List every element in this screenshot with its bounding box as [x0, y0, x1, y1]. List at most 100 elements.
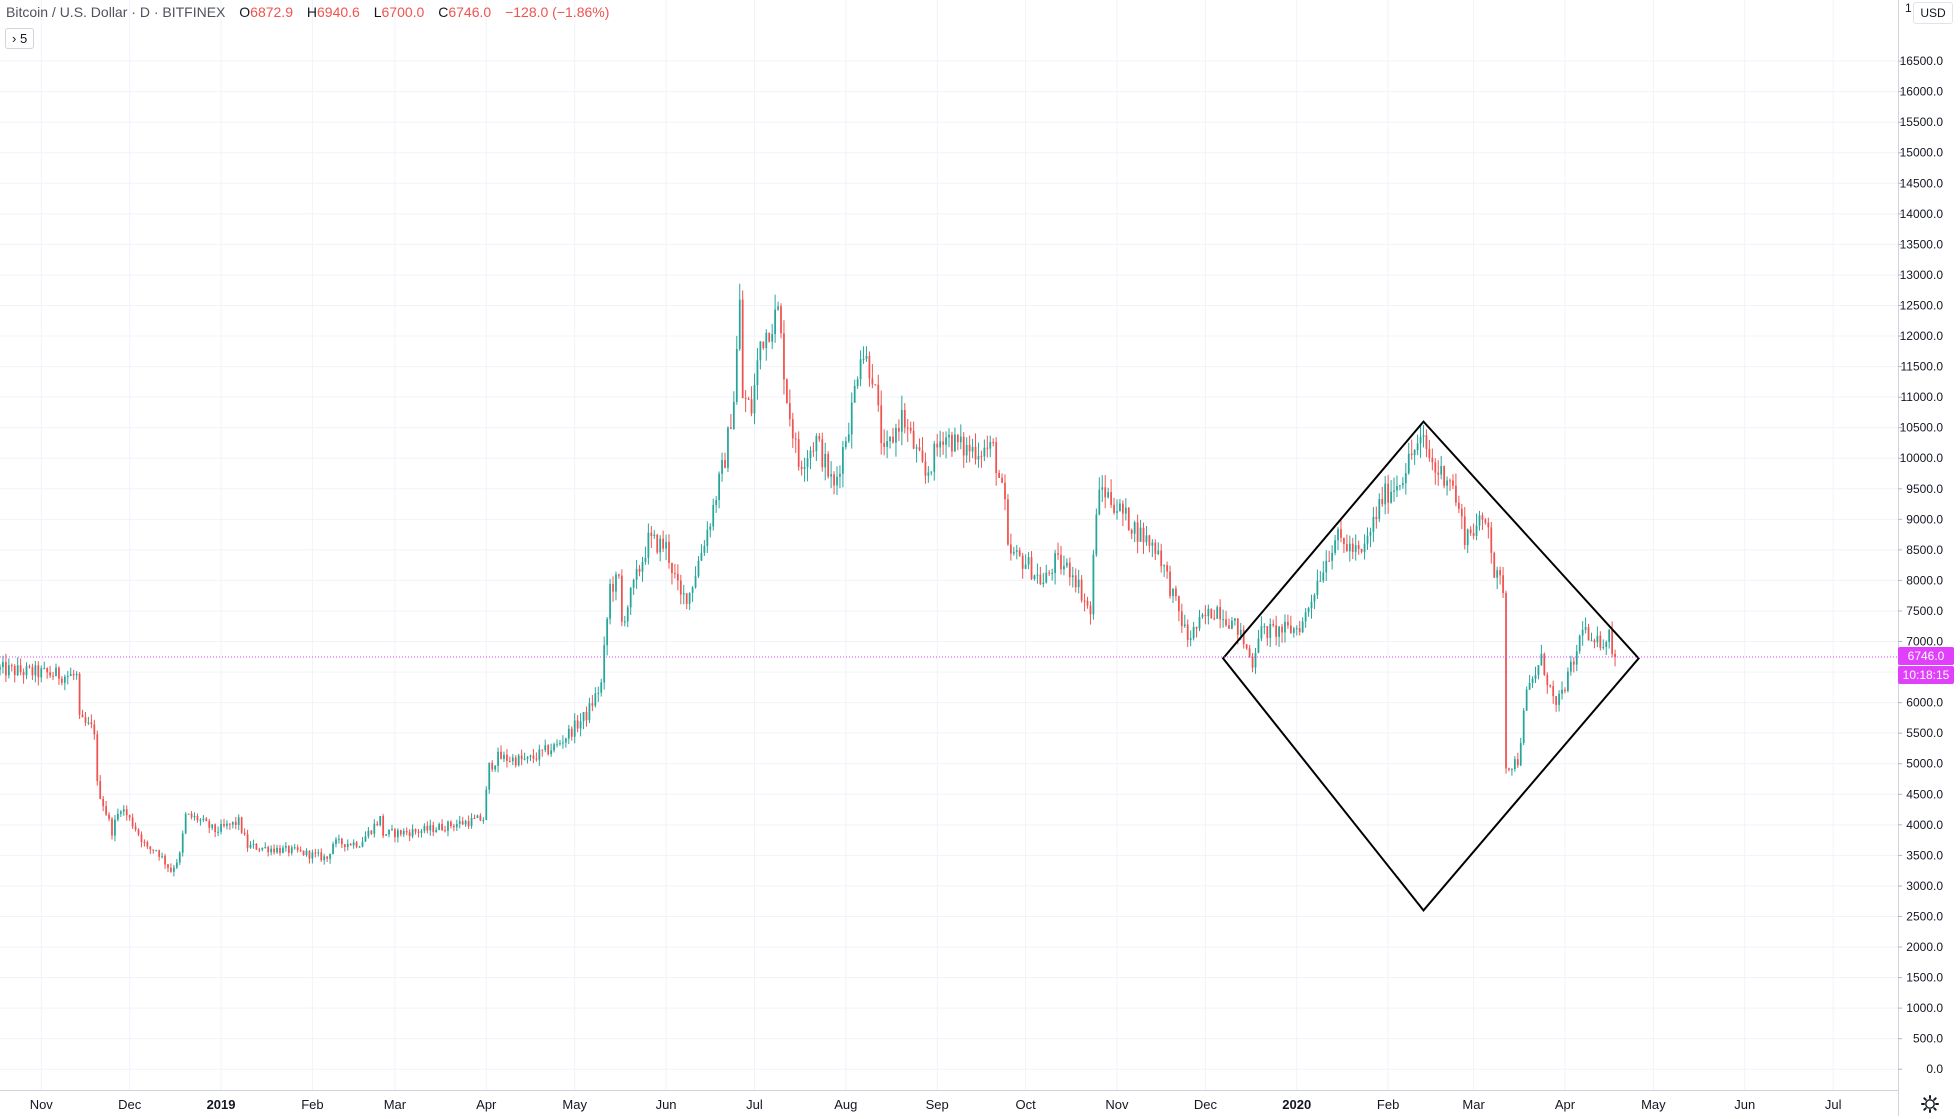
- candle-body: [119, 811, 122, 814]
- candle-body: [31, 667, 34, 676]
- candle-body: [75, 673, 78, 676]
- candle-body: [340, 838, 343, 845]
- candle-body: [721, 460, 723, 474]
- candle-body: [629, 587, 632, 608]
- candle-body: [895, 427, 897, 443]
- close-label: C: [438, 4, 449, 20]
- candle-body: [485, 789, 488, 821]
- candle-body: [293, 847, 296, 849]
- candle-body: [43, 668, 46, 670]
- candle-body: [762, 341, 765, 349]
- candle-body: [998, 472, 1000, 478]
- candle-body: [84, 717, 87, 723]
- candle-body: [1175, 588, 1177, 597]
- candle-body: [1284, 621, 1286, 633]
- price-axis-label: 11500.0: [1901, 360, 1944, 374]
- candle-body: [1540, 653, 1543, 666]
- candle-body: [382, 816, 385, 836]
- candle-body: [46, 668, 49, 673]
- candle-body: [114, 819, 116, 836]
- candle-body: [7, 665, 10, 676]
- candle-body: [644, 557, 647, 562]
- candle-body: [1169, 571, 1171, 597]
- candle-body: [544, 745, 547, 751]
- settings-gear-icon[interactable]: [1919, 1094, 1941, 1114]
- time-axis[interactable]: Nov Dec 2019 Feb Mar Apr May Jun Jul Aug Sep Oct Nov…: [30, 1097, 1842, 1112]
- candle-body: [205, 818, 208, 822]
- candle-body: [945, 437, 947, 445]
- candle-body: [282, 847, 284, 853]
- candle-body: [122, 809, 125, 812]
- candle-body: [16, 665, 19, 676]
- candle-body: [491, 762, 494, 770]
- diamond-drawing[interactable]: [1221, 420, 1640, 912]
- candle-body: [1298, 628, 1301, 633]
- candle-body: [1104, 487, 1107, 498]
- candle-body: [411, 829, 414, 837]
- drawing-layer[interactable]: [1221, 420, 1640, 912]
- candle-body: [49, 672, 51, 676]
- candle-body: [152, 849, 155, 851]
- candle-body: [1089, 605, 1092, 615]
- candle-body: [228, 823, 231, 825]
- candle-body: [376, 823, 379, 825]
- candle-body: [438, 824, 441, 830]
- candle-body: [989, 442, 992, 449]
- candle-body: [1225, 619, 1227, 626]
- candle-body: [1160, 550, 1163, 567]
- candle-body: [1419, 436, 1422, 444]
- price-axis-label: 15000.0: [1900, 146, 1944, 160]
- candle-body: [1010, 544, 1012, 554]
- candle-body: [1345, 544, 1348, 552]
- candle-body: [193, 815, 196, 818]
- candle-body: [61, 678, 63, 683]
- candle-body: [1369, 532, 1372, 536]
- candle-body: [458, 821, 461, 824]
- price-axis-label: 2000.0: [1906, 940, 1943, 954]
- candle-body: [1505, 593, 1507, 769]
- candle-body: [547, 745, 550, 755]
- candle-body: [1372, 516, 1375, 533]
- candle-body: [836, 476, 838, 486]
- candle-body: [1313, 594, 1316, 602]
- low-value: 6700.0: [381, 4, 425, 20]
- candle-body: [1127, 507, 1130, 531]
- indicators-toggle-button[interactable]: › 5: [5, 28, 35, 49]
- candle-body: [1051, 572, 1054, 574]
- price-axis-label: 14000.0: [1900, 207, 1944, 221]
- candle-body: [317, 852, 320, 854]
- candle-body: [511, 757, 514, 762]
- candle-body: [1045, 572, 1048, 583]
- time-axis-label: Mar: [384, 1097, 407, 1112]
- candle-body: [1301, 621, 1304, 633]
- candle-body: [373, 823, 376, 834]
- candle-body: [1519, 743, 1522, 766]
- candle-body: [691, 587, 694, 593]
- candle-body: [839, 473, 841, 477]
- candle-body: [476, 815, 479, 819]
- candle-body: [464, 821, 467, 825]
- candle-body: [1528, 682, 1531, 690]
- low-label: L: [373, 4, 382, 20]
- candle-body: [1475, 525, 1478, 536]
- price-axis[interactable]: 0.0 500.0 1000.0 1500.0 2000.0 2500.0 3000.0 35…: [1898, 1, 1943, 1076]
- candle-body: [190, 813, 193, 818]
- candle-body: [570, 728, 573, 737]
- candle-body: [806, 458, 809, 468]
- candle-body: [90, 722, 93, 725]
- candle-body: [1130, 530, 1133, 534]
- candle-body: [900, 410, 903, 432]
- time-axis-label: Sep: [926, 1097, 949, 1112]
- candle-body: [81, 714, 84, 718]
- close-value: 6746.0: [448, 4, 492, 20]
- candle-body: [1316, 580, 1319, 595]
- candle-body: [290, 847, 293, 853]
- candle-body: [965, 444, 968, 456]
- candle-body: [5, 662, 7, 676]
- candle-body: [609, 583, 611, 619]
- candle-body: [34, 665, 37, 676]
- price-axis-label: 1000.0: [1906, 1001, 1943, 1015]
- candle-body: [685, 593, 688, 604]
- currency-badge[interactable]: USD: [1913, 2, 1953, 24]
